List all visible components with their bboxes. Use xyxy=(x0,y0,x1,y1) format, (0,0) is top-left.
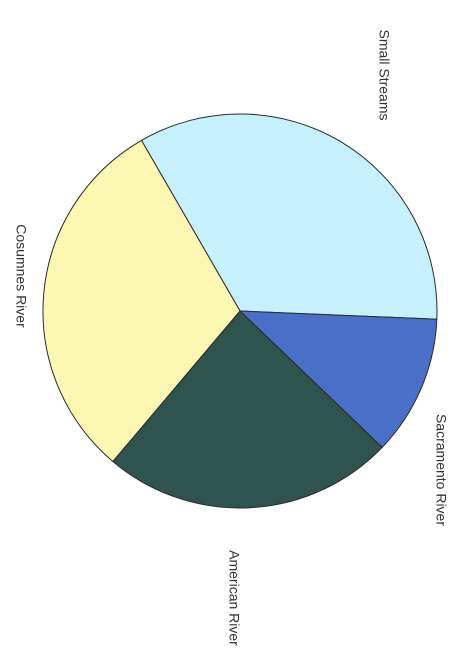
pie-slice-sacramento-river xyxy=(238,310,438,449)
pie-labels: Small Streams Sacramento River American Ri… xyxy=(13,29,449,646)
pie-label-cosumnes-river: Cosumnes River xyxy=(13,224,29,328)
pie-label-american-river: American River xyxy=(226,550,242,646)
pie-slice-american-river xyxy=(112,310,383,509)
pie-label-small-streams: Small Streams xyxy=(376,29,392,120)
pie-label-sacramento-river: Sacramento River xyxy=(433,414,449,526)
pie-slices xyxy=(42,113,438,509)
pie-slice-cosumnes-river xyxy=(42,139,241,463)
